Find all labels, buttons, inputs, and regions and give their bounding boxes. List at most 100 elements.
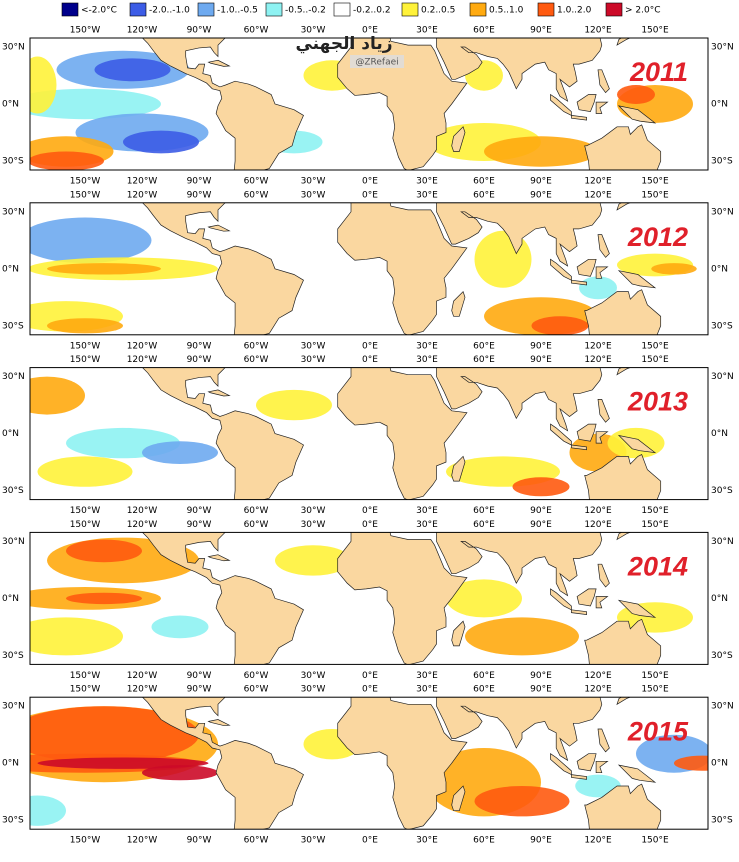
land (597, 234, 610, 258)
land (597, 69, 610, 94)
land (436, 38, 603, 102)
lon-label: 90°W (187, 341, 212, 351)
lon-label: 150°E (641, 836, 669, 846)
land (595, 596, 609, 609)
lat-label: 30°S (2, 651, 24, 661)
land (436, 697, 603, 762)
lon-label: 90°E (530, 26, 552, 36)
land (576, 94, 597, 112)
map-panel: 150°W 150°W 120°W 120°W 90°W 90°W 60°W 60°W 30°W… (2, 355, 734, 516)
anomaly-area (47, 318, 123, 334)
land (337, 367, 468, 500)
land (451, 785, 466, 812)
land (571, 609, 587, 615)
lon-label: 60°E (473, 836, 495, 846)
lon-label: 0°E (362, 355, 378, 365)
lon-label: 150°W (70, 520, 101, 530)
lon-label: 150°W (70, 26, 101, 36)
lon-label: 150°W (70, 685, 101, 695)
anomaly-area (142, 441, 218, 464)
lon-label: 150°E (641, 177, 669, 187)
land (571, 774, 587, 780)
land (617, 599, 657, 618)
land (584, 289, 662, 335)
lat-label: 30°S (711, 486, 733, 496)
lon-label: 30°E (416, 177, 438, 187)
lat-label: 30°S (2, 486, 24, 496)
land (337, 532, 468, 665)
lat-label: 30°N (2, 537, 25, 547)
land (616, 532, 631, 541)
lon-label: 30°E (416, 190, 438, 200)
lon-label: 150°W (70, 177, 101, 187)
land (207, 59, 231, 67)
legend-swatch (333, 2, 351, 17)
lon-label: 30°E (416, 520, 438, 530)
lon-label: 30°E (416, 341, 438, 351)
lat-label: 0°N (711, 594, 728, 604)
anomaly-area (66, 592, 142, 605)
anomaly-area (674, 755, 708, 771)
land (616, 367, 631, 376)
legend-label: <-2.0°C (81, 6, 117, 16)
map-content (30, 367, 708, 500)
anomaly-area (30, 217, 152, 264)
land (207, 719, 231, 726)
lon-label: 120°W (127, 190, 158, 200)
lon-label: 150°W (70, 190, 101, 200)
anomaly-area (474, 786, 570, 817)
lat-label: 30°N (711, 372, 734, 382)
anomaly-area (256, 389, 332, 421)
lon-label: 60°E (473, 506, 495, 516)
land (207, 554, 231, 562)
legend-swatch (401, 2, 419, 17)
land (617, 105, 657, 124)
anomaly-area (651, 263, 697, 275)
lon-label: 120°W (127, 355, 158, 365)
lat-label: 0°N (711, 100, 728, 110)
watermark-name: زياد الجهني (295, 34, 392, 54)
lat-label: 30°N (2, 207, 25, 217)
lon-label: 120°W (127, 341, 158, 351)
anomaly-area (531, 316, 589, 335)
land (337, 38, 468, 170)
lat-label: 30°N (711, 207, 734, 217)
year-label: 2013 (627, 387, 688, 417)
lon-label: 60°W (244, 177, 269, 187)
land (451, 455, 466, 482)
anomaly-area (30, 56, 57, 114)
legend-swatch (129, 2, 147, 17)
lat-label: 0°N (711, 264, 728, 274)
land (451, 620, 466, 647)
lat-label: 30°N (711, 702, 734, 712)
land (142, 38, 304, 170)
legend-label: -2.0..-1.0 (149, 6, 190, 16)
lon-label: 150°W (70, 671, 101, 681)
lon-label: 120°E (584, 520, 612, 530)
anomaly-area (617, 85, 655, 104)
lon-label: 120°E (584, 671, 612, 681)
lon-label: 30°W (301, 671, 326, 681)
land (597, 399, 610, 423)
anomaly-area (123, 130, 199, 154)
lon-label: 60°E (473, 355, 495, 365)
lat-label: 0°N (2, 100, 19, 110)
land (571, 115, 587, 121)
lat-label: 30°N (711, 537, 734, 547)
lon-label: 30°E (416, 671, 438, 681)
anomaly-area (446, 579, 522, 618)
lon-label: 0°E (362, 671, 378, 681)
lon-label: 60°W (244, 190, 269, 200)
anomaly-area (37, 456, 133, 487)
lon-label: 150°E (641, 520, 669, 530)
land (595, 760, 609, 774)
land (595, 101, 609, 114)
lon-label: 120°E (584, 26, 612, 36)
land (616, 202, 631, 211)
lon-label: 30°E (416, 26, 438, 36)
legend-label: -1.0..-0.5 (217, 6, 258, 16)
legend-label: > 2.0°C (625, 6, 661, 16)
land (207, 224, 231, 232)
land (584, 618, 662, 665)
